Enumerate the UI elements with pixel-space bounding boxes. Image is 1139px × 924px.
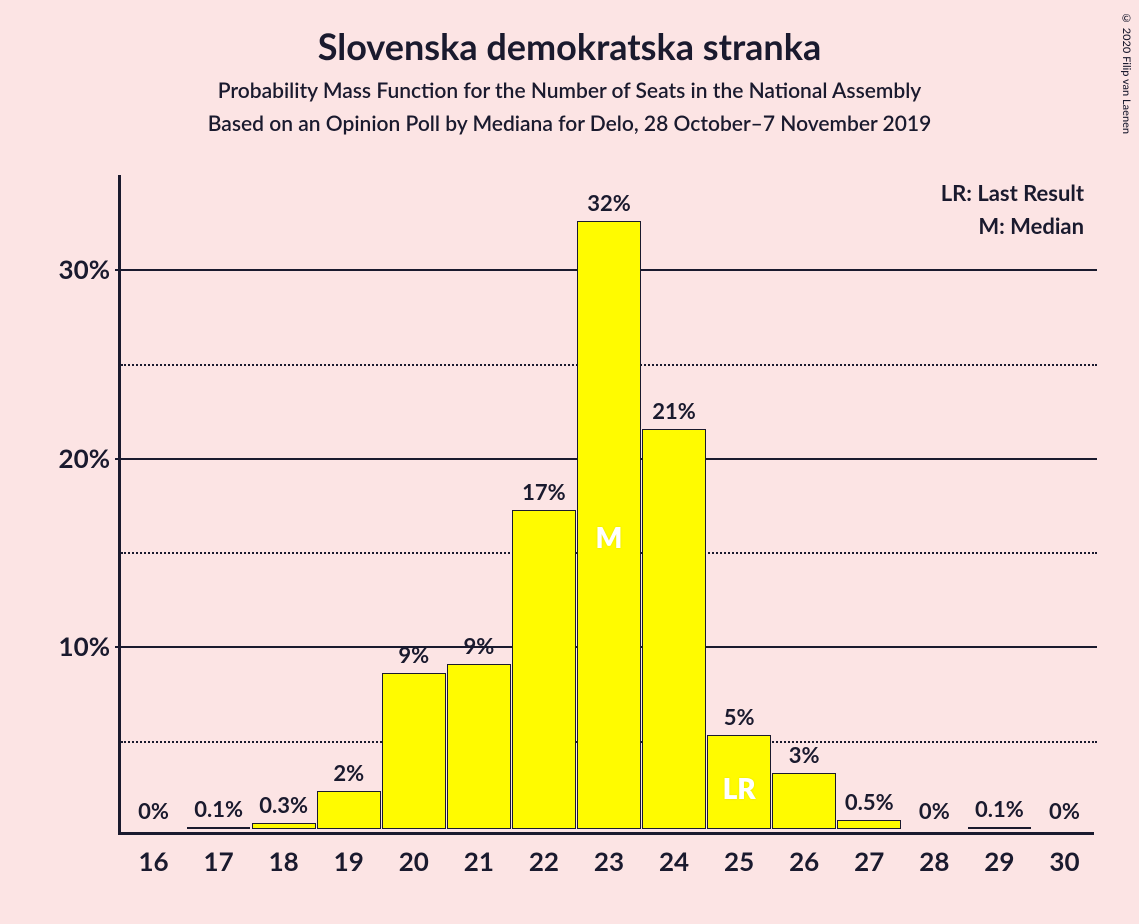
bar-value-label: 2% [333,759,364,786]
y-axis-label: 10% [59,630,110,662]
chart-subtitle-2: Based on an Opinion Poll by Mediana for … [0,111,1139,136]
y-axis-label: 20% [59,442,110,474]
bar-value-label: 0.5% [845,788,894,815]
title-block: Slovenska demokratska stranka Probabilit… [0,0,1139,136]
bar [187,827,251,829]
bar [382,673,446,829]
bar-value-label: 0% [919,797,950,824]
copyright-text: © 2020 Filip van Laenen [1120,12,1133,134]
bar [512,510,576,829]
bar-value-label: 9% [463,632,494,659]
bar [317,791,381,829]
bar: LR [707,735,771,829]
bar-value-label: 0.3% [259,791,308,818]
bar [772,773,836,829]
bar [447,664,511,829]
plot-area: 10%20%30%0%160.1%170.3%182%199%209%2117%… [118,175,1094,835]
x-axis-label: 27 [854,845,884,877]
x-axis-label: 23 [594,845,624,877]
bar-value-label: 9% [398,641,429,668]
bar [968,827,1032,829]
x-axis-label: 17 [204,845,234,877]
x-axis-label: 29 [984,845,1014,877]
chart-area: LR: Last Result M: Median 10%20%30%0%160… [118,175,1094,835]
x-axis-label: 20 [399,845,429,877]
chart-subtitle-1: Probability Mass Function for the Number… [0,78,1139,103]
bar [252,823,316,829]
bar-value-label: 21% [652,397,696,424]
x-axis-label: 22 [529,845,559,877]
x-axis-label: 16 [138,845,168,877]
x-axis-label: 21 [464,845,494,877]
y-tick [115,269,121,271]
bar: M [577,221,641,829]
chart-title: Slovenska demokratska stranka [0,24,1139,68]
median-marker: M [596,520,623,554]
x-axis-label: 18 [269,845,299,877]
bar-value-label: 32% [587,189,631,216]
bar-value-label: 5% [724,703,755,730]
bar-value-label: 0.1% [975,795,1024,822]
bar-value-label: 0% [1049,797,1080,824]
bar-value-label: 3% [789,741,820,768]
y-tick [115,458,121,460]
bar-value-label: 17% [522,478,566,505]
x-axis-label: 19 [334,845,364,877]
bar [837,820,901,829]
y-axis-label: 30% [59,253,110,285]
x-axis-label: 28 [919,845,949,877]
x-axis-label: 30 [1049,845,1079,877]
x-axis-label: 24 [659,845,689,877]
bar-value-label: 0% [138,797,169,824]
y-tick [115,646,121,648]
last-result-marker: LR [723,771,756,805]
bar-value-label: 0.1% [194,795,243,822]
bar [642,429,706,829]
x-axis-label: 26 [789,845,819,877]
x-axis-label: 25 [724,845,754,877]
